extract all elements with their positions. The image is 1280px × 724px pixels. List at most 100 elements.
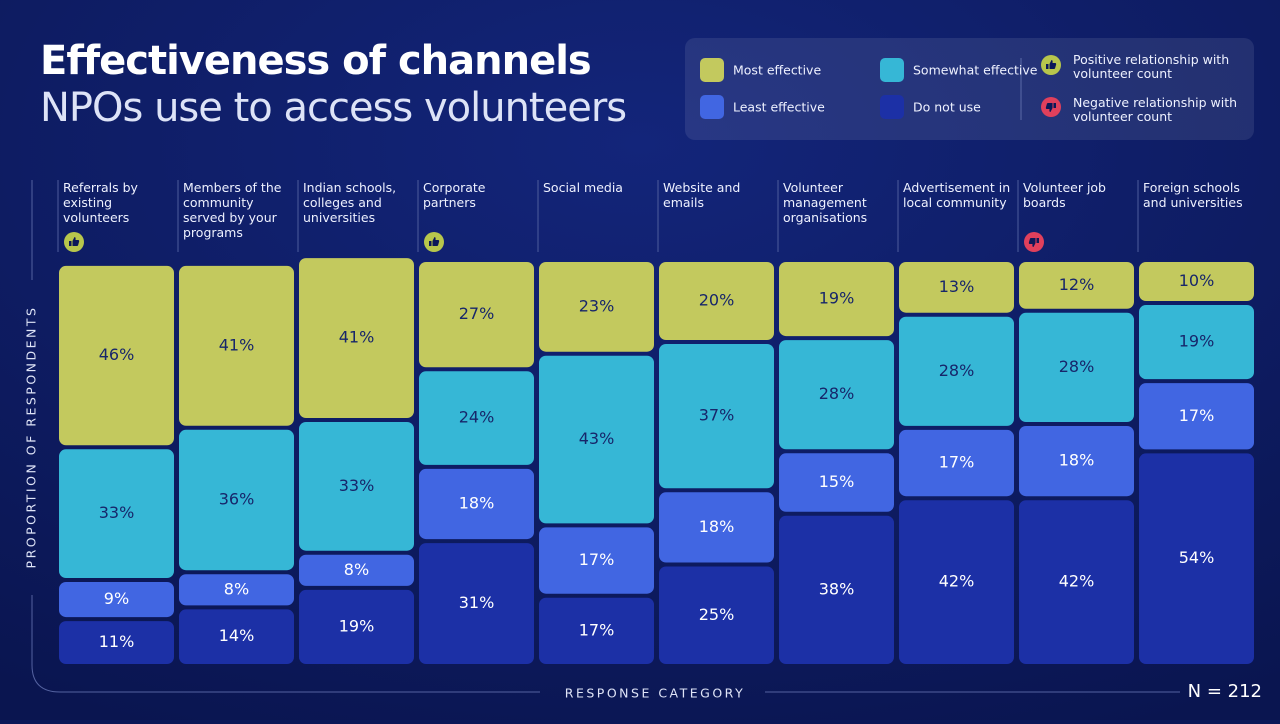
value-label: 17% [1179, 406, 1215, 425]
value-label: 17% [579, 620, 615, 639]
legend-swatch [700, 58, 724, 82]
chart-title: Effectiveness of channels [40, 38, 591, 84]
x-tick-label: Social media [543, 180, 623, 195]
value-label: 23% [579, 296, 615, 315]
thumb-glyph-part [1049, 60, 1057, 69]
value-label: 17% [579, 550, 615, 569]
bar-segment [1139, 262, 1254, 301]
x-tick-label: Members of the community served by your … [183, 180, 282, 240]
legend-relationship-label-box: Positive relationship with volunteer cou… [1073, 53, 1230, 81]
x-tick-label-box: Members of the community served by your … [183, 180, 282, 240]
thumb-glyph [1028, 238, 1039, 247]
value-label: 42% [1059, 572, 1095, 591]
value-label: 20% [699, 291, 735, 310]
thumb-glyph [69, 237, 80, 246]
thumb-glyph [429, 237, 440, 246]
bar-segment [1019, 262, 1134, 309]
x-tick-label-box: Volunteer management organisations [783, 180, 867, 225]
bar-segment [179, 429, 294, 571]
value-label: 11% [99, 632, 135, 651]
value-label: 41% [219, 335, 255, 354]
x-tick-label-box: Referrals by existing volunteers [63, 180, 138, 225]
bar-segment [539, 597, 654, 664]
axis-line [31, 595, 540, 693]
x-tick-label-box: Corporate partners [423, 180, 486, 210]
x-tick-label-box: Advertisement in local community [903, 180, 1011, 210]
legend-label: Least effective [733, 100, 825, 115]
bar-segment [1019, 500, 1134, 664]
value-label: 19% [339, 616, 375, 635]
legend-swatch [880, 58, 904, 82]
value-label: 36% [219, 490, 255, 509]
bar-segment [179, 265, 294, 426]
value-label: 19% [1179, 332, 1215, 351]
sample-size: N = 212 [1188, 681, 1262, 702]
bar-segment [779, 340, 894, 450]
legend-swatch [880, 95, 904, 119]
bar-segment [1139, 305, 1254, 380]
thumb-glyph-part [1045, 103, 1053, 112]
x-tick-label-box: Indian schools, colleges and universitie… [303, 180, 397, 225]
thumb-glyph-part [1028, 238, 1036, 247]
value-label: 24% [459, 408, 495, 427]
x-axis-label: RESPONSE CATEGORY [565, 686, 745, 701]
bar-segment [779, 453, 894, 512]
x-tick-label: Corporate partners [423, 180, 486, 210]
bar-segment [899, 500, 1014, 664]
bar-segment [419, 371, 534, 465]
x-tick-label-box: Volunteer job boards [1023, 180, 1106, 210]
x-tick-label: Indian schools, colleges and universitie… [303, 180, 397, 225]
value-label: 8% [344, 560, 369, 579]
legend-label: Most effective [733, 63, 821, 78]
bar-segment [419, 543, 534, 664]
bar-segment [539, 355, 654, 524]
value-label: 13% [939, 277, 975, 296]
thumb-glyph-part [429, 241, 432, 246]
bar-segment [1019, 426, 1134, 497]
value-label: 18% [699, 517, 735, 536]
bar-segment [179, 609, 294, 664]
legend-relationship-label: Negative relationship with volunteer cou… [1073, 96, 1238, 124]
value-label: 38% [819, 579, 855, 598]
bar-segment [419, 468, 534, 540]
bar-segment [59, 449, 174, 578]
x-tick-label-box: Foreign schools and universities [1143, 180, 1243, 210]
value-label: 43% [579, 429, 615, 448]
value-label: 8% [224, 579, 249, 598]
value-label: 33% [339, 476, 375, 495]
value-label: 19% [819, 289, 855, 308]
bar-segment [299, 422, 414, 551]
y-axis-label: PROPORTION OF RESPONDENTS [24, 306, 39, 569]
value-label: 28% [939, 361, 975, 380]
bar-segment [899, 429, 1014, 497]
value-label: 54% [1179, 548, 1215, 567]
thumb-glyph-part [72, 237, 80, 246]
value-label: 28% [1059, 357, 1095, 376]
bar-segment [1019, 312, 1134, 422]
bar-segment [659, 344, 774, 489]
value-label: 28% [819, 384, 855, 403]
legend-relationship-label: Positive relationship with volunteer cou… [1073, 53, 1230, 81]
x-tick-label: Website and emails [663, 180, 741, 210]
x-tick-label-box: Social media [543, 180, 623, 195]
bar-segment [659, 262, 774, 340]
thumb-glyph-part [69, 241, 72, 246]
bar-segment [779, 515, 894, 664]
x-tick-label: Advertisement in local community [903, 180, 1011, 210]
value-label: 14% [219, 626, 255, 645]
value-label: 10% [1179, 271, 1215, 290]
value-label: 42% [939, 572, 975, 591]
value-label: 31% [459, 593, 495, 612]
bar-segment [299, 554, 414, 586]
bar-segment [779, 262, 894, 337]
legend-label: Somewhat effective [913, 63, 1038, 78]
thumb-glyph [1046, 60, 1057, 69]
value-label: 17% [939, 453, 975, 472]
thumb-glyph-part [1053, 103, 1056, 108]
thumb-glyph [1045, 103, 1056, 112]
x-tick-label: Foreign schools and universities [1143, 180, 1243, 210]
value-label: 18% [459, 494, 495, 513]
legend-box [685, 38, 1254, 140]
